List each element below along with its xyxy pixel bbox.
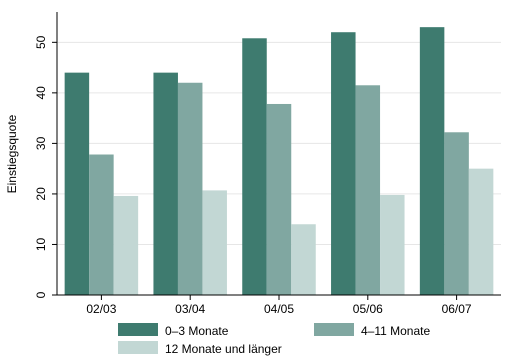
bar [202, 190, 227, 295]
legend-label: 0–3 Monate [165, 324, 229, 338]
bar [468, 168, 494, 295]
bar [113, 195, 139, 295]
bar [380, 194, 405, 295]
x-tick-label: 06/07 [442, 302, 472, 316]
legend-box [109, 318, 464, 356]
bar [331, 32, 356, 295]
x-tick-label: 05/06 [353, 302, 383, 316]
bar [419, 27, 445, 296]
bar [291, 224, 316, 295]
legend-label: 12 Monate und länger [165, 342, 282, 356]
bar [153, 72, 178, 296]
bar [177, 82, 203, 295]
legend-swatch [118, 323, 158, 336]
y-axis-title: Einstiegsquote [5, 114, 19, 193]
legend-swatch [118, 341, 158, 354]
x-tick-label: 04/05 [264, 302, 294, 316]
y-tick-label: 0 [34, 291, 48, 298]
y-tick-label: 10 [34, 237, 48, 251]
bar [89, 154, 114, 295]
y-tick-label: 40 [34, 86, 48, 100]
y-tick-label: 50 [34, 35, 48, 49]
bars [64, 27, 494, 296]
y-axis-ticks: 0 10 20 30 40 50 [34, 35, 57, 298]
legend: 0–3 Monate 4–11 Monate 12 Monate und länge… [109, 318, 464, 356]
bar [355, 85, 381, 295]
y-tick-label: 20 [34, 187, 48, 201]
bar [444, 132, 469, 295]
legend-label: 4–11 Monate [361, 324, 430, 338]
legend-swatch [314, 323, 354, 336]
x-axis-ticks: 02/03 03/04 04/05 05/06 06/07 [86, 295, 472, 316]
bar [266, 103, 292, 295]
bar [64, 72, 90, 296]
y-tick-label: 30 [34, 136, 48, 150]
bar [242, 38, 267, 296]
x-tick-label: 02/03 [86, 302, 116, 316]
x-tick-label: 03/04 [175, 302, 205, 316]
